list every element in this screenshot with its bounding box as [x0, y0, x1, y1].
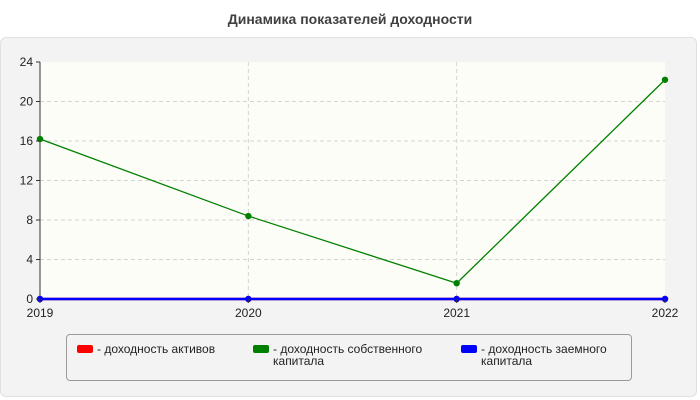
series-line-1 — [39, 79, 666, 284]
y-tick-label-8: 8 — [26, 213, 33, 227]
series-1-point-2020 — [245, 212, 252, 220]
x-tick-label-2021: 2021 — [443, 306, 470, 320]
legend-swatch-assets — [77, 345, 93, 353]
legend-label-debt: - доходность заемного капитала — [481, 342, 607, 368]
chart-legend: - доходность активов - доходность собств… — [66, 334, 632, 381]
legend-label-assets: - доходность активов — [97, 342, 216, 356]
series-1-point-2021 — [453, 280, 460, 287]
chart-title: Динамика показателей доходности — [227, 11, 473, 27]
x-tick-label-2020: 2020 — [235, 306, 262, 320]
y-tick-label-16: 16 — [20, 134, 34, 148]
x-tick-label-2022: 2022 — [652, 306, 679, 320]
x-tick-label-2019: 2019 — [27, 306, 54, 320]
y-tick-label-24: 24 — [20, 55, 34, 69]
y-tick-label-12: 12 — [20, 174, 34, 188]
legend-swatch-equity — [253, 345, 269, 353]
y-tick-label-20: 20 — [20, 95, 34, 109]
y-tick-label-4: 4 — [26, 253, 33, 267]
series-1-point-2022 — [661, 76, 669, 83]
legend-label-equity: - доходность собственного капитала — [273, 342, 423, 368]
y-tick-label-0: 0 — [26, 292, 33, 306]
legend-swatch-debt — [461, 345, 477, 353]
